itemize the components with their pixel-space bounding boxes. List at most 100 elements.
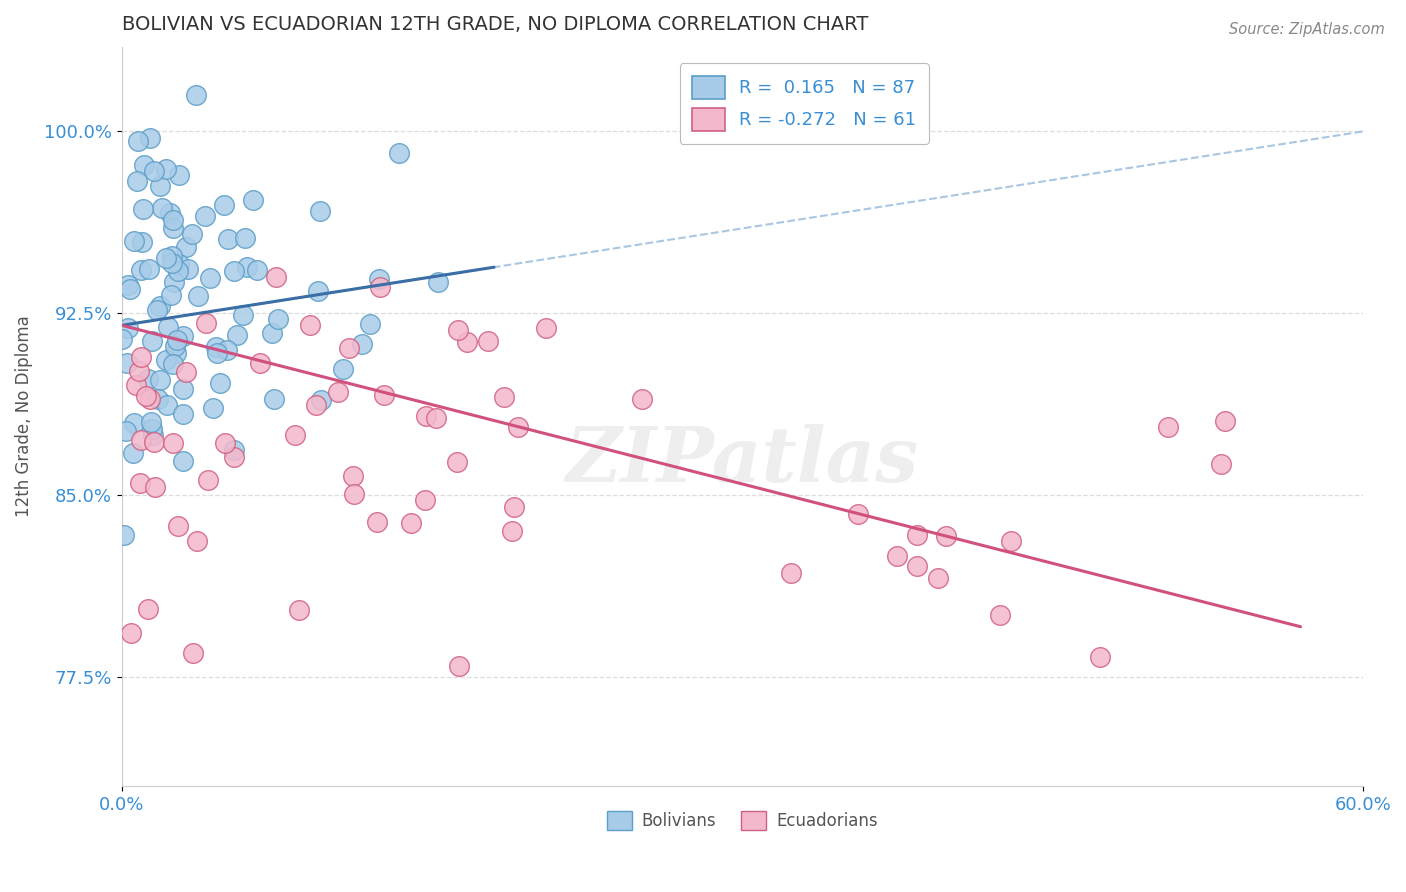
Point (129, 475, 152, 490)
Point (202, 401, 225, 416)
Point (136, 602, 159, 616)
Point (149, 179, 172, 194)
Point (214, 436, 236, 450)
Point (415, 409, 437, 424)
Point (342, 469, 364, 483)
Point (492, 390, 515, 404)
Point (141, 415, 163, 429)
Point (631, 392, 654, 407)
Point (128, 364, 150, 378)
Point (205, 345, 228, 359)
Point (167, 518, 190, 533)
Point (148, 374, 170, 388)
Point (194, 209, 217, 223)
Point (267, 312, 290, 326)
Point (186, 533, 208, 548)
Point (328, 385, 350, 400)
Point (184, 88, 207, 103)
Point (165, 346, 187, 360)
Point (142, 435, 165, 450)
Point (905, 559, 928, 574)
Point (1000, 533, 1022, 548)
Point (225, 327, 247, 342)
Point (136, 372, 159, 386)
Point (160, 249, 183, 263)
Point (155, 251, 177, 265)
Text: Source: ZipAtlas.com: Source: ZipAtlas.com (1229, 22, 1385, 37)
Point (506, 419, 529, 434)
Point (112, 528, 135, 542)
Point (169, 168, 191, 182)
Point (236, 260, 259, 274)
Point (388, 146, 411, 161)
Point (249, 356, 271, 370)
Point (886, 549, 908, 563)
Point (456, 334, 478, 349)
Point (138, 261, 160, 276)
Point (162, 221, 184, 235)
Point (205, 340, 228, 354)
Point (149, 299, 172, 313)
Point (156, 320, 179, 334)
Point (477, 334, 499, 348)
Point (288, 603, 311, 617)
Point (176, 365, 198, 379)
Point (224, 450, 246, 464)
Point (215, 343, 238, 358)
Point (779, 566, 801, 580)
Point (142, 428, 165, 442)
Point (162, 436, 184, 450)
Point (159, 206, 181, 220)
Point (172, 383, 194, 397)
Point (337, 342, 360, 356)
Point (212, 198, 235, 212)
Point (139, 131, 162, 145)
Point (501, 524, 523, 538)
Point (111, 333, 134, 347)
Point (125, 174, 148, 188)
Point (988, 608, 1011, 623)
Point (146, 392, 169, 407)
Point (129, 263, 152, 277)
Point (160, 288, 183, 302)
Point (141, 334, 163, 348)
Point (343, 487, 366, 501)
Point (132, 158, 155, 172)
Point (232, 308, 254, 322)
Point (401, 516, 423, 530)
Point (131, 235, 153, 249)
Point (155, 162, 177, 177)
Point (145, 303, 167, 318)
Text: BOLIVIAN VS ECUADORIAN 12TH GRADE, NO DIPLOMA CORRELATION CHART: BOLIVIAN VS ECUADORIAN 12TH GRADE, NO DI… (122, 15, 869, 34)
Point (141, 422, 163, 436)
Point (222, 442, 245, 457)
Point (534, 321, 557, 335)
Point (905, 528, 928, 542)
Point (115, 424, 138, 438)
Point (1209, 457, 1232, 471)
Point (935, 529, 957, 543)
Point (160, 256, 183, 270)
Point (181, 227, 204, 241)
Point (166, 264, 188, 278)
Point (117, 277, 139, 292)
Point (122, 446, 145, 460)
Point (162, 213, 184, 227)
Point (1213, 414, 1236, 428)
Point (163, 275, 186, 289)
Point (263, 392, 285, 406)
Point (503, 500, 526, 515)
Point (181, 646, 204, 660)
Point (373, 387, 395, 401)
Y-axis label: 12th Grade, No Diploma: 12th Grade, No Diploma (15, 316, 32, 517)
Point (217, 232, 239, 246)
Point (242, 193, 264, 207)
Point (245, 262, 267, 277)
Point (368, 271, 391, 285)
Point (307, 284, 329, 298)
Point (166, 333, 188, 347)
Point (132, 202, 155, 216)
Point (413, 492, 436, 507)
Point (446, 455, 468, 469)
Point (194, 317, 217, 331)
